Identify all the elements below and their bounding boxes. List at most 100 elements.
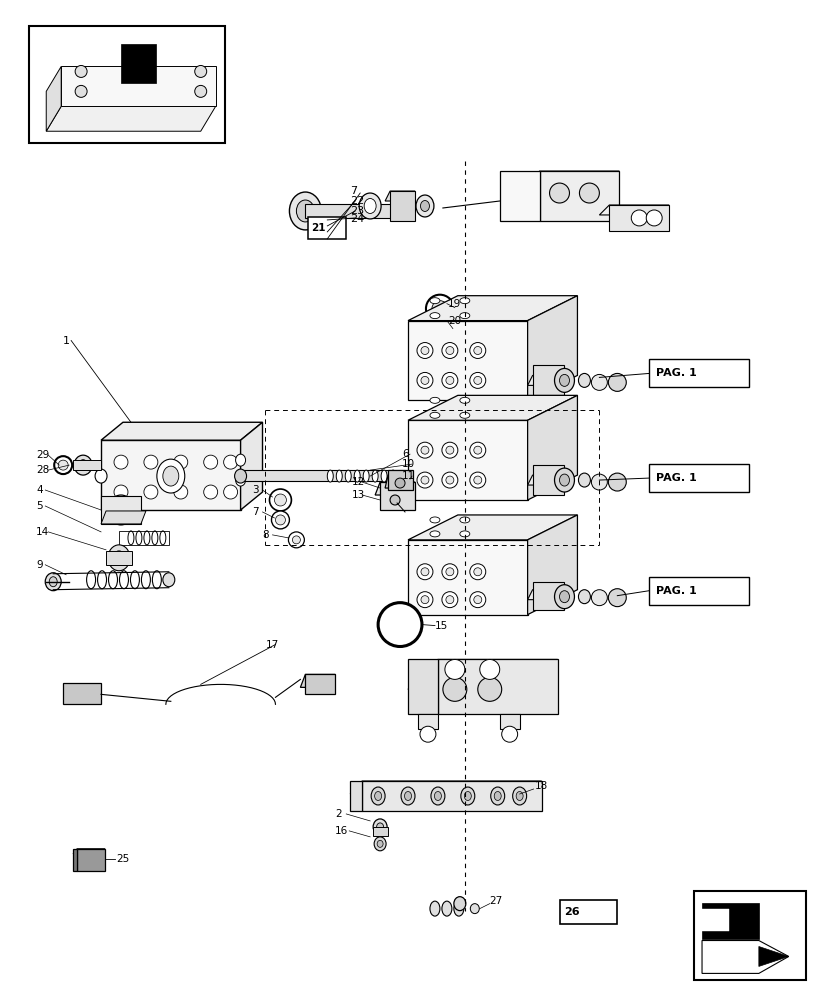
Text: 18: 18 xyxy=(534,781,547,791)
Circle shape xyxy=(630,210,647,226)
Polygon shape xyxy=(77,849,105,871)
Polygon shape xyxy=(532,465,564,495)
Circle shape xyxy=(114,485,128,499)
Polygon shape xyxy=(241,470,404,481)
Ellipse shape xyxy=(98,571,107,589)
Ellipse shape xyxy=(114,502,128,518)
Text: 17: 17 xyxy=(265,640,279,650)
Circle shape xyxy=(203,455,218,469)
Ellipse shape xyxy=(45,573,61,591)
Circle shape xyxy=(446,376,453,384)
Circle shape xyxy=(444,659,464,679)
Circle shape xyxy=(223,455,237,469)
Ellipse shape xyxy=(95,469,107,483)
Ellipse shape xyxy=(470,904,479,914)
Ellipse shape xyxy=(515,792,523,800)
Circle shape xyxy=(442,564,457,580)
Ellipse shape xyxy=(429,901,439,916)
Polygon shape xyxy=(375,482,414,495)
Ellipse shape xyxy=(289,192,321,230)
Circle shape xyxy=(473,476,481,484)
Ellipse shape xyxy=(578,473,590,487)
Text: 29: 29 xyxy=(36,450,50,460)
Circle shape xyxy=(473,446,481,454)
Ellipse shape xyxy=(79,460,88,471)
Polygon shape xyxy=(73,849,105,854)
Ellipse shape xyxy=(429,517,439,523)
Ellipse shape xyxy=(49,577,57,587)
Circle shape xyxy=(223,485,237,499)
Polygon shape xyxy=(418,714,437,729)
Polygon shape xyxy=(758,946,788,966)
Ellipse shape xyxy=(554,585,574,609)
Circle shape xyxy=(501,726,517,742)
Text: 7: 7 xyxy=(350,186,357,196)
Polygon shape xyxy=(408,659,557,689)
Ellipse shape xyxy=(490,787,504,805)
Polygon shape xyxy=(408,540,527,615)
Polygon shape xyxy=(408,395,576,420)
Circle shape xyxy=(477,677,501,701)
Circle shape xyxy=(420,446,428,454)
Ellipse shape xyxy=(512,787,526,805)
Circle shape xyxy=(58,460,68,470)
Circle shape xyxy=(442,677,466,701)
Polygon shape xyxy=(609,205,668,231)
Text: 15: 15 xyxy=(434,621,447,631)
Bar xyxy=(101,496,141,524)
Circle shape xyxy=(417,442,433,458)
Polygon shape xyxy=(527,395,576,500)
Circle shape xyxy=(420,568,428,576)
Circle shape xyxy=(417,372,433,388)
Ellipse shape xyxy=(236,474,246,486)
Circle shape xyxy=(469,442,485,458)
Polygon shape xyxy=(701,941,788,973)
Circle shape xyxy=(174,485,188,499)
Bar xyxy=(119,531,169,545)
Ellipse shape xyxy=(459,313,469,319)
Circle shape xyxy=(420,596,428,604)
Text: 16: 16 xyxy=(335,826,348,836)
Ellipse shape xyxy=(459,531,469,537)
Circle shape xyxy=(446,476,453,484)
Circle shape xyxy=(590,474,607,490)
Circle shape xyxy=(271,511,289,529)
Ellipse shape xyxy=(400,787,414,805)
Circle shape xyxy=(54,456,72,474)
Bar xyxy=(648,577,748,605)
Ellipse shape xyxy=(461,787,474,805)
Circle shape xyxy=(608,473,625,491)
Polygon shape xyxy=(350,781,361,811)
Text: 25: 25 xyxy=(116,854,129,864)
Ellipse shape xyxy=(404,792,411,800)
Circle shape xyxy=(417,472,433,488)
Ellipse shape xyxy=(160,531,165,545)
Ellipse shape xyxy=(234,469,246,483)
Ellipse shape xyxy=(119,571,128,589)
Polygon shape xyxy=(361,781,541,811)
Ellipse shape xyxy=(131,571,139,589)
Ellipse shape xyxy=(371,470,378,482)
Circle shape xyxy=(442,372,457,388)
Ellipse shape xyxy=(74,455,92,475)
Polygon shape xyxy=(385,191,414,201)
Circle shape xyxy=(446,446,453,454)
Polygon shape xyxy=(300,674,335,687)
Text: 19: 19 xyxy=(447,299,461,309)
Ellipse shape xyxy=(144,531,150,545)
Text: 2: 2 xyxy=(335,809,342,819)
Bar xyxy=(693,891,805,980)
Polygon shape xyxy=(46,66,61,131)
Circle shape xyxy=(394,478,404,488)
Polygon shape xyxy=(599,205,668,215)
Polygon shape xyxy=(385,475,413,488)
Circle shape xyxy=(608,373,625,391)
Circle shape xyxy=(442,472,457,488)
Ellipse shape xyxy=(390,470,395,482)
Circle shape xyxy=(114,455,128,469)
Circle shape xyxy=(579,183,599,203)
Text: 27: 27 xyxy=(489,896,502,906)
Ellipse shape xyxy=(236,454,246,466)
Polygon shape xyxy=(527,475,564,485)
Circle shape xyxy=(473,596,481,604)
